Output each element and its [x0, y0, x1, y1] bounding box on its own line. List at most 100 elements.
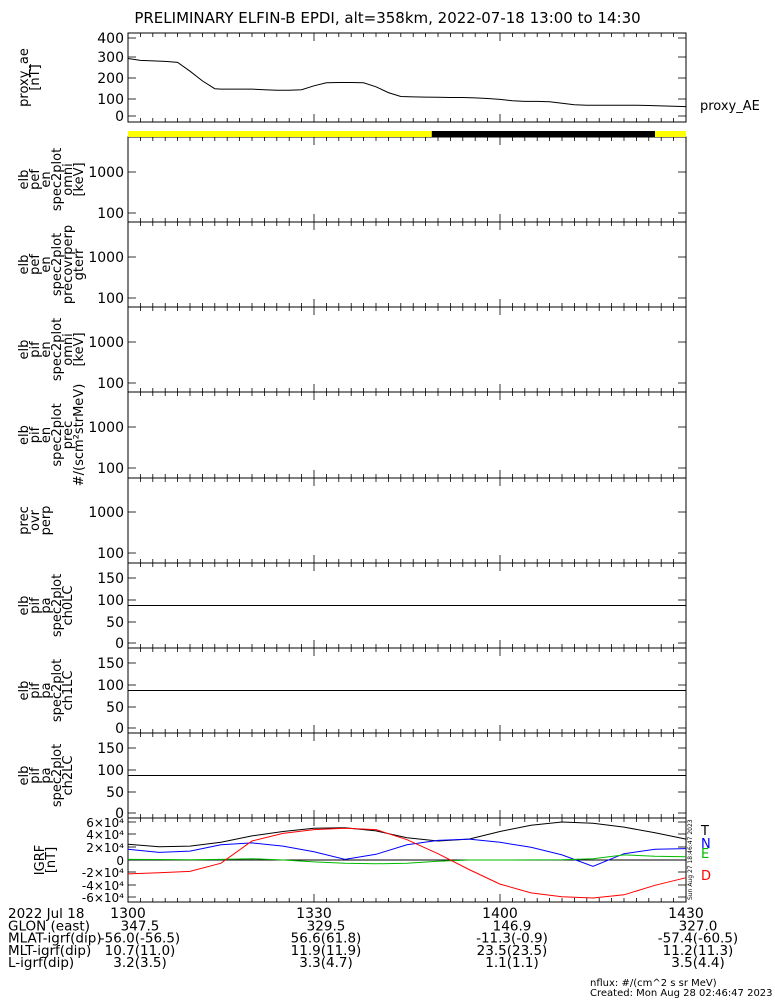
panel-prec_ovr_perp: precovrperp [17, 477, 687, 564]
y-axis-label: elbpifpaspec2plotch2LC [17, 744, 76, 807]
footer-row-value: 3.3(4.7) [299, 955, 352, 971]
y-axis-label-line: en [39, 171, 54, 187]
footer-row-value: 11.9(11.9) [291, 943, 362, 959]
y-axis-label-line: omni [61, 163, 76, 195]
panel-pa_ch1LC: elbpifpaspec2plotch1LC [17, 647, 687, 734]
y-axis-label-line: pa [39, 597, 54, 613]
footer-row-value: 23.5(23.5) [477, 943, 548, 959]
y-tick-label: 100 [97, 461, 124, 477]
y-axis-label-line: pif [28, 597, 43, 614]
y-tick-label: -2×10⁴ [82, 866, 124, 880]
y-tick-label: 1000 [88, 505, 124, 521]
y-axis-label-line: ovr [28, 509, 43, 531]
y-axis-label-line: spec2plot [50, 403, 65, 466]
footer-row-label: GLON (east) [8, 918, 90, 934]
y-axis-label-line: spec2plot [50, 318, 65, 381]
y-tick-label: 0 [115, 636, 124, 652]
y-axis-label-line: en [39, 256, 54, 272]
y-axis-label: elbpifpaspec2plotch0LC [17, 574, 76, 637]
y-tick-label: -4×10⁴ [82, 879, 124, 893]
panel-pef_omni: elbpefenspec2plotomni[keV] [17, 136, 687, 223]
panel-frame-pef_omni [127, 136, 687, 223]
y-axis-label: elbpifenspec2plotprec#/(scm²strMeV) [17, 384, 87, 487]
igrf-series-D [127, 827, 687, 899]
y-tick-label: 1000 [88, 250, 124, 266]
y-tick-label: -6×10⁴ [82, 891, 124, 905]
date-stamp: Sun Aug 27 18:46:47 2023 [687, 819, 694, 900]
y-axis-label-line: prec [17, 506, 32, 534]
y-axis-label: elbpifpaspec2plotch1LC [17, 659, 76, 722]
proxy-ae-legend: proxy_AE [700, 99, 760, 114]
y-tick-label: 150 [97, 571, 124, 587]
panel-frame-prec_ovr_perp [127, 477, 687, 564]
x-tick-label: 1300 [110, 906, 146, 922]
footer-row-value: 11.2(11.3) [663, 943, 734, 959]
y-axis-label-line: pif [28, 341, 43, 358]
y-axis-label-line: IGRF [33, 845, 48, 875]
panel-pef_precovrperp: elbpefenspec2plotprecovrperpgterr [17, 221, 687, 308]
y-axis-label-line: #/(scm²strMeV) [72, 384, 87, 487]
y-tick-label: 400 [97, 31, 124, 47]
panel-frame-proxy_ae [127, 32, 687, 123]
y-axis-label-line: spec2plot [50, 233, 65, 296]
sunlit-bar-segment [128, 131, 432, 137]
y-axis-label-line: elb [17, 425, 32, 445]
y-tick-label: 1000 [88, 165, 124, 181]
y-tick-label: 200 [97, 71, 124, 87]
panel-pa_ch0LC: elbpifpaspec2plotch0LC [17, 562, 687, 649]
y-axis-label-line: elb [17, 255, 32, 275]
y-tick-label: 100 [97, 291, 124, 307]
y-tick-label: 100 [97, 92, 124, 108]
y-axis-label-line: gterr [72, 248, 87, 280]
y-axis-label-line: elb [17, 170, 32, 190]
y-tick-label: 0 [115, 721, 124, 737]
y-axis-label-line: precovrperp [61, 225, 76, 304]
y-axis-label-line: elb [17, 766, 32, 786]
footer-row-label: MLT-igrf(dip) [8, 943, 91, 959]
footer-row-value: 347.5 [121, 918, 160, 934]
footer-row-value: 327.0 [679, 918, 718, 934]
panel-pif_omni: elbpifenspec2plotomni[keV] [17, 306, 687, 393]
y-tick-label: 1000 [88, 420, 124, 436]
footer-row-label: L-igrf(dip) [8, 955, 74, 971]
y-axis-label-line: ch1LC [61, 671, 76, 711]
y-axis-label-line: omni [61, 333, 76, 365]
footer-row-value: -56.0(-56.5) [100, 931, 180, 947]
y-tick-label: 100 [97, 678, 124, 694]
x-tick-label: 1330 [296, 906, 332, 922]
footer-row-value: 3.5(4.4) [671, 955, 724, 971]
y-tick-label: 0 [115, 806, 124, 822]
footer-row-value: 329.5 [307, 918, 346, 934]
footer-row-label: 2022 Jul 18 [8, 906, 84, 922]
sunlit-bar-segment [431, 131, 655, 137]
y-axis-label-line: en [39, 427, 54, 443]
y-axis-label-line: pa [39, 682, 54, 698]
y-axis-label-line: spec2plot [50, 744, 65, 807]
footer-row-value: -11.3(-0.9) [476, 931, 548, 947]
x-tick-label: 1400 [482, 906, 518, 922]
proxy-ae-line [127, 58, 687, 108]
igrf-series-T [127, 821, 687, 848]
y-axis-label-line: en [39, 341, 54, 357]
footer-row-value: 3.2(3.5) [113, 955, 166, 971]
y-axis-label-line: elb [17, 596, 32, 616]
igrf-series-N [127, 838, 687, 867]
plot-title: PRELIMINARY ELFIN-B EPDI, alt=358km, 202… [134, 9, 641, 27]
y-axis-label-line: pif [28, 767, 43, 784]
panel-proxy_ae: proxy_ae[nT] [17, 32, 687, 123]
footer-row-label: MLAT-igrf(dip) [8, 931, 102, 947]
igrf-legend-E: E [701, 847, 709, 862]
y-axis-label-line: pef [28, 254, 43, 275]
y-axis-label-line: ch0LC [61, 586, 76, 626]
y-tick-label: 0 [115, 109, 124, 125]
igrf-legend-N: N [701, 837, 711, 852]
y-axis-label-line: spec2plot [50, 659, 65, 722]
y-tick-label: 6×10⁴ [86, 816, 124, 830]
y-axis-label-line: elb [17, 340, 32, 360]
y-tick-label: 4×10⁴ [86, 828, 124, 842]
footer-row-value: 1.1(1.1) [485, 955, 538, 971]
nflux-units: nflux: #/(cm^2 s sr MeV) [590, 978, 717, 989]
y-axis-label-line: [nT] [28, 64, 43, 90]
igrf-series-E [127, 854, 687, 865]
